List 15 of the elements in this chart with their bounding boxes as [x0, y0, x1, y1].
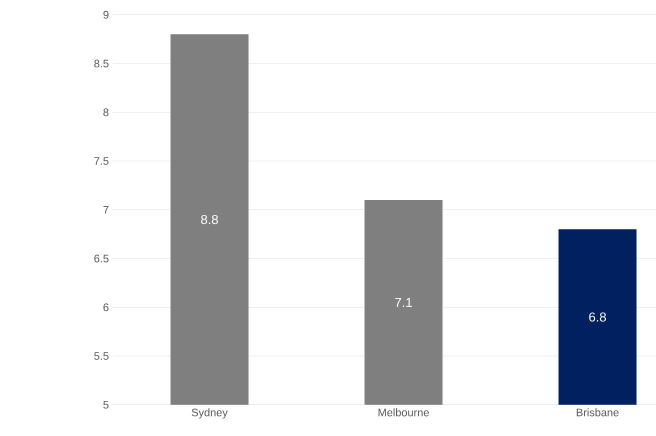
data-label: 6.8: [589, 312, 606, 322]
y-tick-label: 6.5: [94, 254, 109, 262]
data-label: 8.8: [201, 214, 218, 224]
x-tick-label: Brisbane: [576, 408, 619, 416]
y-tick-label: 5: [103, 400, 109, 409]
y-tick-label: 9: [103, 10, 108, 19]
y-tick-label: 5.5: [94, 352, 109, 360]
y-tick-label: 6: [103, 303, 109, 312]
data-label: 7.1: [395, 298, 412, 307]
x-tick-label: Sydney: [192, 408, 228, 419]
y-tick-label: 7.5: [94, 157, 109, 165]
y-tick-label: 7: [103, 206, 108, 214]
x-tick-label: Melbourne: [378, 408, 429, 416]
y-tick-label: 8: [103, 108, 109, 116]
y-tick-label: 8.5: [94, 60, 109, 68]
